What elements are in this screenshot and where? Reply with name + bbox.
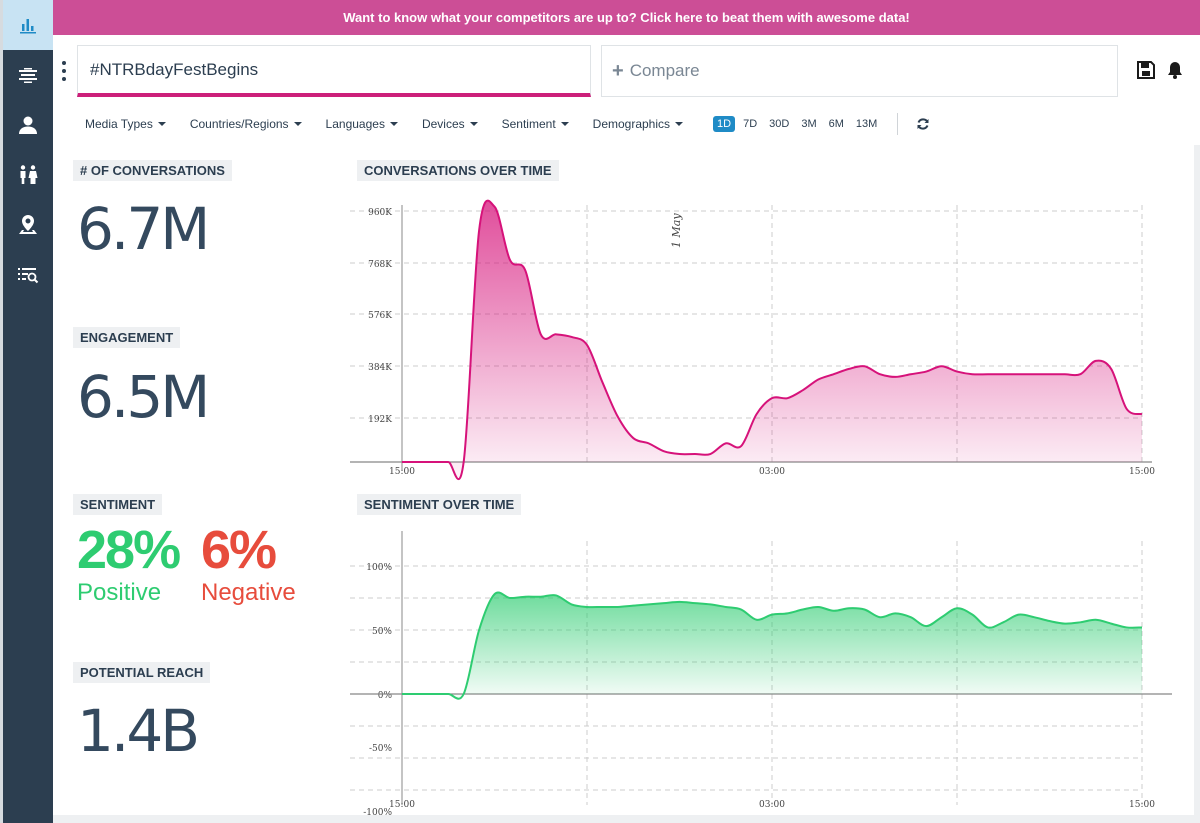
- date-annotation: 1 May: [670, 213, 683, 248]
- save-icon[interactable]: [1136, 60, 1156, 80]
- caret-down-icon: [469, 122, 478, 126]
- compare-label: Compare: [629, 61, 700, 80]
- more-options-icon[interactable]: [61, 61, 67, 81]
- filter-demographics[interactable]: Demographics: [592, 117, 684, 131]
- conversations-label: # OF CONVERSATIONS: [73, 160, 232, 181]
- y-tick-label: 768K: [368, 260, 392, 270]
- sidebar: [0, 0, 53, 823]
- filter-media-types[interactable]: Media Types: [85, 117, 166, 131]
- sidebar-item-influencers[interactable]: [3, 100, 53, 150]
- bar-chart-icon: [20, 19, 36, 34]
- caret-down-icon: [389, 122, 398, 126]
- series-line: [401, 591, 1143, 700]
- filter-sentiment[interactable]: Sentiment: [502, 117, 569, 131]
- promo-banner[interactable]: Want to know what your competitors are u…: [53, 0, 1200, 35]
- range-3m[interactable]: 3M: [801, 118, 817, 130]
- sidebar-item-search[interactable]: [3, 250, 53, 300]
- sentiment-label: SENTIMENT: [73, 494, 163, 515]
- x-tick-label: 15:00: [389, 467, 415, 477]
- engagement-value: 6.5M: [77, 363, 210, 431]
- user-icon: [19, 116, 37, 134]
- caret-down-icon: [293, 122, 302, 126]
- filter-label: Demographics: [592, 117, 671, 131]
- y-tick-label: 192K: [368, 415, 392, 425]
- conversations-chart-title: CONVERSATIONS OVER TIME: [357, 160, 559, 181]
- range-1d[interactable]: 1D: [713, 116, 736, 132]
- engagement-label: ENGAGEMENT: [73, 327, 181, 348]
- caret-down-icon: [157, 122, 166, 126]
- x-tick-label: 03:00: [759, 467, 785, 477]
- reach-label: POTENTIAL REACH: [73, 662, 211, 683]
- filter-devices[interactable]: Devices: [422, 117, 478, 131]
- x-tick-label: 15:00: [1129, 800, 1155, 810]
- y-tick-label: 576K: [368, 311, 392, 321]
- divider: [897, 113, 899, 135]
- layers-icon: [19, 68, 37, 83]
- plus-icon: +: [612, 59, 624, 82]
- area-fill: [402, 200, 1142, 480]
- caret-down-icon: [560, 122, 569, 126]
- conversations-value: 6.7M: [77, 195, 210, 263]
- range-7d[interactable]: 7D: [743, 118, 758, 130]
- sidebar-item-media[interactable]: [3, 50, 53, 100]
- y-tick-label: 50%: [372, 627, 392, 637]
- filter-label: Languages: [325, 117, 385, 131]
- filter-countries[interactable]: Countries/Regions: [190, 117, 302, 131]
- search-input[interactable]: #NTRBdayFestBegins: [77, 45, 591, 97]
- filter-label: Sentiment: [501, 117, 556, 131]
- dashboard: # OF CONVERSATIONS 6.7M ENGAGEMENT 6.5M …: [53, 145, 1194, 815]
- positive-label: Positive: [77, 579, 162, 606]
- filter-languages[interactable]: Languages: [326, 117, 398, 131]
- filter-bar: Media Types Countries/Regions Languages …: [85, 113, 930, 135]
- y-tick-label: -50%: [369, 744, 392, 754]
- refresh-icon[interactable]: [916, 117, 930, 131]
- bottom-strip: [53, 815, 1200, 823]
- y-tick-label: -100%: [363, 808, 392, 815]
- x-tick-label: 15:00: [389, 800, 415, 810]
- sentiment-chart-title: SENTIMENT OVER TIME: [357, 494, 522, 515]
- range-30d[interactable]: 30D: [769, 118, 790, 130]
- sidebar-item-locations[interactable]: [3, 200, 53, 250]
- y-tick-label: 384K: [368, 363, 392, 373]
- filter-label: Countries/Regions: [189, 117, 289, 131]
- range-13m[interactable]: 13M: [855, 118, 878, 130]
- compare-input[interactable]: + Compare: [601, 45, 1118, 97]
- x-tick-label: 15:00: [1129, 467, 1155, 477]
- location-icon: [19, 215, 37, 234]
- reach-value: 1.4B: [77, 697, 200, 765]
- area-fill: [402, 592, 1142, 699]
- sidebar-item-demographics[interactable]: [3, 150, 53, 200]
- y-tick-label: 0%: [378, 691, 393, 701]
- series-line: [402, 199, 1143, 481]
- negative-label: Negative: [201, 579, 296, 606]
- sentiment-chart: 100%50%0%-50%-100%15:00 03:00 15:00: [350, 531, 1172, 815]
- y-tick-label: 100%: [366, 563, 392, 573]
- search-list-icon: [18, 268, 39, 284]
- sidebar-item-overview[interactable]: [3, 0, 53, 50]
- header: #NTRBdayFestBegins + Compare Media Types…: [53, 35, 1200, 145]
- promo-banner-text: Want to know what your competitors are u…: [343, 10, 910, 25]
- positive-value: 28%: [77, 520, 181, 580]
- y-tick-label: 960K: [368, 208, 392, 218]
- negative-value: 6%: [201, 520, 277, 580]
- caret-down-icon: [675, 122, 684, 126]
- filter-label: Devices: [421, 117, 465, 131]
- conversations-chart: 960K 768K 576K 384K 192K 15:00 03:00 15:00 1 May: [350, 199, 1155, 481]
- x-tick-label: 03:00: [759, 800, 785, 810]
- filter-label: Media Types: [85, 117, 153, 131]
- time-range-selector: 1D 7D 30D 3M 6M 13M: [713, 116, 881, 132]
- demographics-icon: [20, 165, 38, 184]
- bell-icon[interactable]: [1165, 60, 1185, 80]
- range-6m[interactable]: 6M: [828, 118, 844, 130]
